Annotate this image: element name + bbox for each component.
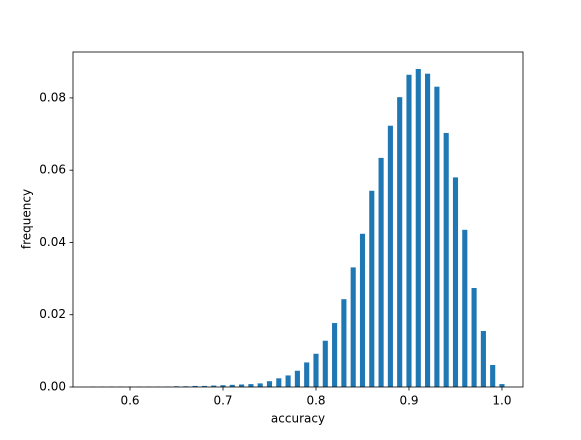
bar <box>286 375 291 387</box>
bar <box>369 191 374 387</box>
y-tick-label: 0.02 <box>39 307 66 321</box>
bar <box>313 354 318 387</box>
bar <box>267 381 272 387</box>
x-tick-label: 1.0 <box>492 394 511 408</box>
y-tick-label: 0.06 <box>39 163 66 177</box>
bar <box>341 299 346 387</box>
y-tick-label: 0.00 <box>39 380 66 394</box>
bar <box>332 323 337 387</box>
x-tick-label: 0.9 <box>399 394 418 408</box>
bar <box>304 362 309 387</box>
y-tick-label: 0.04 <box>39 235 66 249</box>
bar <box>490 365 495 387</box>
bar <box>351 267 356 387</box>
bar <box>295 371 300 387</box>
bar <box>499 384 504 387</box>
bar <box>444 133 449 387</box>
bar <box>388 126 393 387</box>
bar <box>481 331 486 387</box>
bar <box>425 74 430 387</box>
bar <box>453 177 458 387</box>
bar <box>248 384 253 387</box>
bar <box>258 383 263 387</box>
x-tick-label: 0.6 <box>120 394 139 408</box>
bar <box>472 288 477 387</box>
bar <box>360 234 365 387</box>
bar <box>434 87 439 387</box>
bar <box>323 341 328 387</box>
bar <box>462 230 467 387</box>
bar <box>397 97 402 387</box>
y-axis-label: frequency <box>20 189 34 249</box>
x-axis-label: accuracy <box>271 412 325 426</box>
x-tick-label: 0.8 <box>306 394 325 408</box>
bar <box>379 158 384 387</box>
bar <box>406 75 411 387</box>
bar <box>276 378 281 387</box>
bar <box>416 69 421 387</box>
x-tick-label: 0.7 <box>213 394 232 408</box>
y-tick-label: 0.08 <box>39 90 66 104</box>
